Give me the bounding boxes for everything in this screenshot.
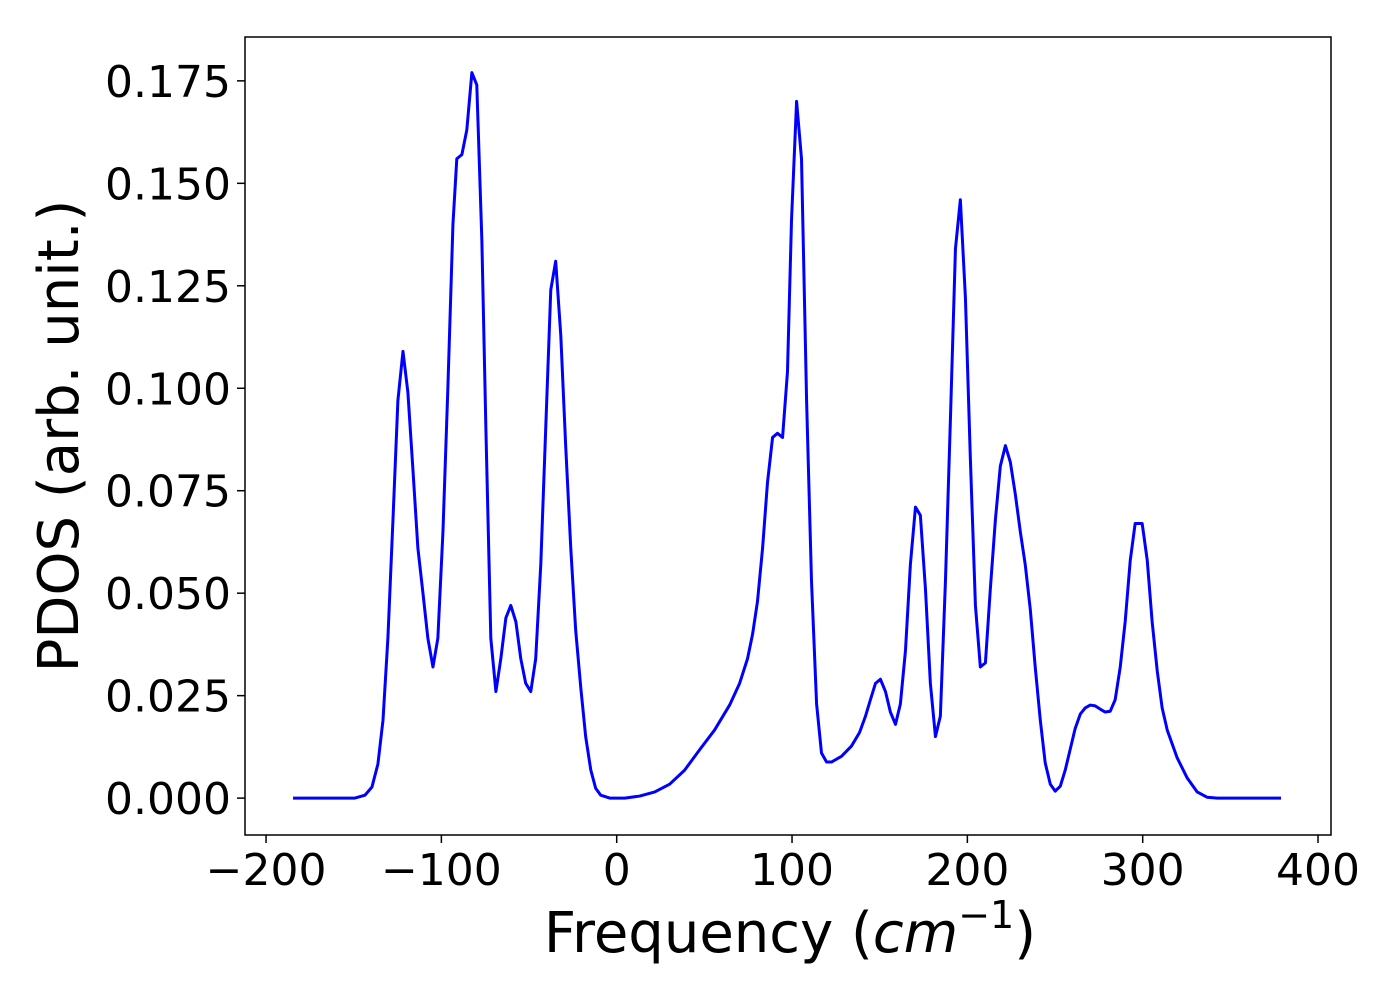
y-tick-label: 0.150: [105, 159, 231, 210]
x-tick-label: 400: [1276, 845, 1360, 896]
x-label-exponent: −1: [958, 893, 1014, 937]
y-tick-label: 0.025: [105, 672, 231, 723]
y-axis-label: PDOS (arb. unit.): [27, 200, 92, 673]
plot-frame: [244, 36, 1332, 836]
x-tick-label: 0: [603, 845, 631, 896]
y-tick-label: 0.125: [105, 262, 231, 313]
y-tick-label: 0.075: [105, 467, 231, 518]
y-tick-label: 0.100: [105, 364, 231, 415]
y-tick-label: 0.000: [105, 774, 231, 825]
x-axis-label: Frequency (cm−1): [544, 893, 1036, 966]
x-label-unit: cm: [873, 901, 958, 966]
y-tick-label: 0.050: [105, 569, 231, 620]
x-label-close: ): [1014, 901, 1036, 966]
y-tick-label: 0.175: [105, 57, 231, 108]
x-tick-label: −200: [206, 845, 327, 896]
x-tick-label: 300: [1101, 845, 1185, 896]
x-label-text: Frequency (: [544, 901, 873, 966]
x-tick-label: 100: [750, 845, 834, 896]
data-line: [293, 71, 1282, 800]
x-tick-label: 200: [925, 845, 1009, 896]
x-tick-label: −100: [381, 845, 502, 896]
